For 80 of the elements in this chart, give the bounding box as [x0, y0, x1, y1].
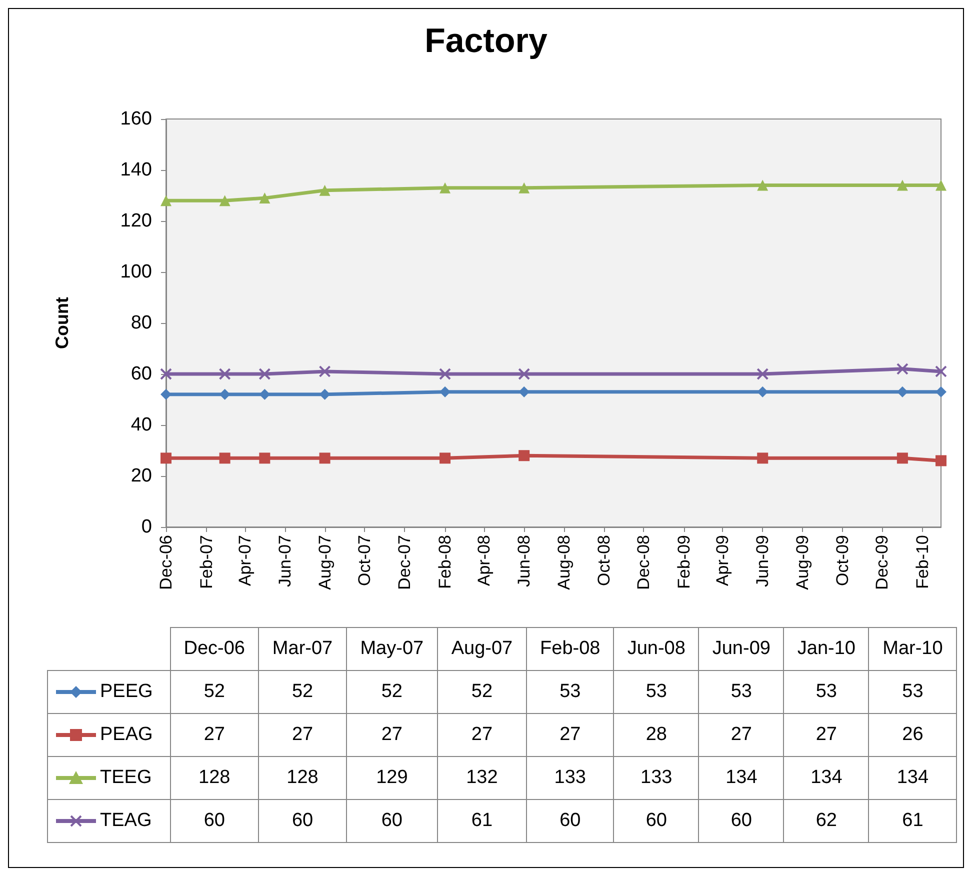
y-axis-title: Count	[52, 297, 72, 349]
data-label: 27	[526, 714, 614, 756]
x-tick-label: Aug-08	[554, 535, 574, 590]
x-tick-label: Dec-08	[634, 535, 654, 590]
x-tick-label: Oct-07	[355, 535, 374, 586]
data-label: 61	[438, 800, 526, 842]
data-label: 62	[784, 800, 869, 842]
x-tick-label: Feb-08	[436, 535, 455, 589]
y-tick-label: 160	[120, 108, 152, 130]
data-label: 26	[868, 714, 956, 756]
x-tick-label: Apr-08	[474, 535, 494, 586]
x-tick-label: Jun-08	[514, 535, 534, 587]
y-tick-label: 40	[130, 414, 152, 436]
data-label: 60	[698, 800, 784, 842]
data-label: 60	[526, 800, 614, 842]
y-tick-label: 80	[130, 312, 152, 334]
data-label: 27	[346, 714, 438, 756]
y-tick-label: 60	[130, 364, 152, 384]
x-tick-label: Oct-09	[832, 535, 852, 586]
data-label: 129	[346, 756, 438, 800]
category-label: Dec-06	[170, 628, 259, 670]
category-label: Jun-08	[614, 628, 699, 670]
x-tick-label: Aug-09	[792, 535, 812, 590]
data-label: 53	[698, 670, 784, 714]
category-label: Aug-07	[438, 628, 526, 670]
data-label: 52	[170, 670, 259, 714]
data-label: 53	[868, 670, 956, 714]
legend-label: TEEG	[100, 767, 152, 788]
data-label: 53	[526, 670, 614, 714]
x-tick-label: Dec-06	[156, 535, 176, 590]
y-tick-label: 20	[130, 466, 152, 486]
x-tick-label: Jun-09	[753, 535, 772, 587]
data-label: 52	[438, 670, 526, 714]
x-tick-label: Dec-07	[395, 535, 414, 590]
x-tick-label: Jun-07	[275, 535, 294, 587]
data-label: 132	[438, 756, 526, 800]
legend-label: TEAG	[100, 810, 152, 831]
category-label: Mar-10	[868, 628, 956, 670]
data-label: 134	[784, 756, 869, 800]
y-tick-label: 140	[120, 160, 152, 180]
data-label: 133	[526, 756, 614, 800]
y-tick-label: 0	[141, 516, 152, 538]
data-label: 53	[784, 670, 869, 714]
data-label: 61	[868, 800, 956, 842]
data-label: 53	[614, 670, 699, 714]
data-label: 27	[784, 714, 869, 756]
chart-title: Factory	[424, 22, 548, 60]
y-tick-label: 100	[120, 262, 152, 282]
x-tick-label: Dec-09	[872, 535, 892, 590]
legend-label: PEEG	[100, 681, 153, 702]
x-tick-label: Apr-09	[713, 535, 732, 586]
data-label: 27	[438, 714, 526, 756]
x-tick-label: Aug-07	[315, 535, 334, 590]
data-label: 28	[614, 714, 699, 756]
data-label: 60	[258, 800, 346, 842]
category-label: Jan-10	[784, 628, 869, 670]
data-label: 27	[698, 714, 784, 756]
data-label: 60	[170, 800, 259, 842]
data-label: 60	[346, 800, 438, 842]
category-label: May-07	[346, 628, 438, 670]
data-label: 60	[614, 800, 699, 842]
x-tick-label: Feb-09	[674, 535, 694, 589]
data-label: 134	[698, 756, 784, 800]
x-tick-label: Feb-10	[913, 535, 932, 589]
data-label: 27	[258, 714, 346, 756]
data-label: 134	[868, 756, 956, 800]
category-label: Mar-07	[258, 628, 346, 670]
category-label: Feb-08	[526, 628, 614, 670]
data-label: 52	[346, 670, 438, 714]
data-label: 52	[258, 670, 346, 714]
legend-label: PEAG	[100, 724, 153, 745]
data-label: 128	[170, 756, 259, 800]
data-label: 133	[614, 756, 699, 800]
category-label: Jun-09	[698, 628, 784, 670]
x-tick-label: Apr-07	[236, 535, 255, 586]
x-tick-label: Oct-08	[594, 535, 614, 586]
data-label: 27	[170, 714, 259, 756]
x-tick-label: Feb-07	[197, 535, 216, 589]
data-label: 128	[258, 756, 346, 800]
y-tick-label: 120	[120, 210, 152, 232]
